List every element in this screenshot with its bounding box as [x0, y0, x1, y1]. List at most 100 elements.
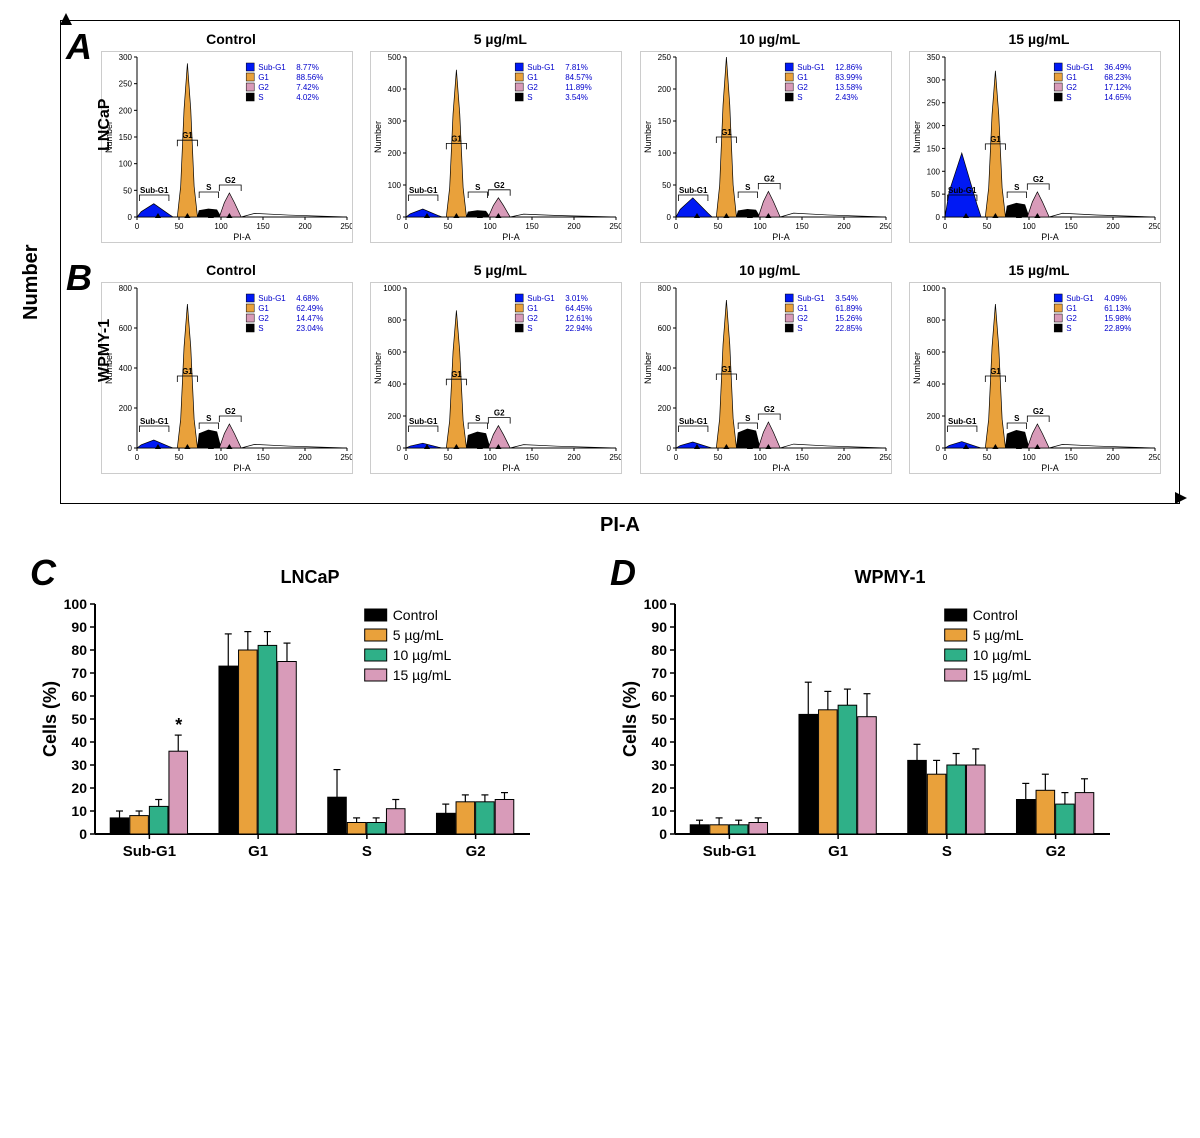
- svg-text:250: 250: [119, 80, 133, 89]
- svg-text:S: S: [528, 93, 533, 102]
- svg-text:7.42%: 7.42%: [296, 83, 319, 92]
- svg-text:PI-A: PI-A: [1041, 232, 1059, 242]
- svg-text:30: 30: [651, 757, 667, 773]
- svg-text:70: 70: [71, 665, 87, 681]
- svg-text:250: 250: [1148, 222, 1161, 231]
- svg-text:1000: 1000: [922, 284, 940, 293]
- panel-condition-title: Control: [101, 262, 361, 278]
- svg-text:G2: G2: [1066, 314, 1077, 323]
- svg-text:10 µg/mL: 10 µg/mL: [393, 647, 452, 663]
- svg-text:11.89%: 11.89%: [566, 83, 593, 92]
- svg-text:400: 400: [927, 380, 941, 389]
- svg-text:G1: G1: [990, 367, 1001, 376]
- flow-panel: 5 µg/mL02004006008001000050100150200250P…: [370, 262, 630, 479]
- svg-text:S: S: [1014, 414, 1020, 423]
- svg-text:250: 250: [1148, 453, 1161, 462]
- svg-text:100: 100: [753, 222, 767, 231]
- svg-text:1000: 1000: [384, 284, 402, 293]
- svg-text:100: 100: [644, 596, 668, 612]
- svg-text:4.02%: 4.02%: [296, 93, 319, 102]
- global-y-axis-label: Number: [20, 244, 43, 320]
- svg-text:800: 800: [657, 284, 671, 293]
- svg-text:Sub-G1: Sub-G1: [140, 417, 169, 426]
- svg-text:0: 0: [936, 444, 941, 453]
- svg-text:800: 800: [388, 316, 402, 325]
- svg-text:0: 0: [79, 826, 87, 842]
- panel-letter: D: [610, 552, 636, 594]
- svg-text:250: 250: [879, 222, 892, 231]
- svg-text:Sub-G1: Sub-G1: [409, 186, 438, 195]
- svg-text:100: 100: [214, 453, 228, 462]
- flow-panel: 10 µg/mL050100150200250050100150200250PI…: [640, 31, 900, 248]
- svg-text:350: 350: [927, 53, 941, 62]
- svg-text:83.99%: 83.99%: [835, 73, 862, 82]
- svg-text:22.94%: 22.94%: [566, 324, 593, 333]
- svg-text:Number: Number: [373, 352, 383, 384]
- svg-text:Number: Number: [643, 352, 653, 384]
- svg-text:7.81%: 7.81%: [566, 63, 589, 72]
- svg-text:Sub-G1: Sub-G1: [1066, 294, 1094, 303]
- svg-text:84.57%: 84.57%: [566, 73, 593, 82]
- svg-text:10: 10: [71, 803, 87, 819]
- svg-text:150: 150: [1064, 453, 1078, 462]
- svg-text:15.98%: 15.98%: [1104, 314, 1131, 323]
- svg-text:4.09%: 4.09%: [1104, 294, 1127, 303]
- svg-text:250: 250: [340, 453, 353, 462]
- svg-text:G2: G2: [258, 83, 269, 92]
- svg-text:S: S: [258, 324, 263, 333]
- svg-text:G2: G2: [1033, 407, 1044, 416]
- svg-text:Sub-G1: Sub-G1: [528, 63, 556, 72]
- svg-text:80: 80: [71, 642, 87, 658]
- svg-text:200: 200: [927, 412, 941, 421]
- svg-text:G1: G1: [797, 73, 808, 82]
- svg-text:150: 150: [795, 453, 809, 462]
- svg-text:64.45%: 64.45%: [566, 304, 593, 313]
- svg-text:G1: G1: [721, 365, 732, 374]
- svg-text:200: 200: [657, 85, 671, 94]
- svg-text:PI-A: PI-A: [233, 463, 251, 473]
- histogram-svg: 050100150200250300350050100150200250PI-A…: [909, 51, 1161, 243]
- svg-text:250: 250: [657, 53, 671, 62]
- svg-text:G1: G1: [451, 370, 462, 379]
- svg-text:G1: G1: [528, 73, 539, 82]
- svg-text:G2: G2: [494, 181, 505, 190]
- panel-letter: C: [30, 552, 56, 594]
- svg-text:0: 0: [943, 453, 948, 462]
- svg-text:G1: G1: [258, 73, 269, 82]
- svg-text:90: 90: [71, 619, 87, 635]
- svg-text:Sub-G1: Sub-G1: [948, 417, 977, 426]
- svg-text:80: 80: [651, 642, 667, 658]
- svg-text:Number: Number: [912, 121, 922, 153]
- svg-text:100: 100: [214, 222, 228, 231]
- histogram-svg: 0200400600800050100150200250PI-ANumberSu…: [101, 282, 353, 474]
- svg-text:400: 400: [388, 380, 402, 389]
- svg-text:0: 0: [673, 453, 678, 462]
- panel-condition-title: 10 µg/mL: [640, 262, 900, 278]
- svg-text:G1: G1: [1066, 73, 1077, 82]
- flow-panel: 15 µg/mL02004006008001000050100150200250…: [909, 262, 1169, 479]
- svg-text:70: 70: [651, 665, 667, 681]
- global-x-axis-label: PI-A: [60, 514, 1180, 537]
- svg-text:200: 200: [1106, 453, 1120, 462]
- svg-text:20: 20: [651, 780, 667, 796]
- svg-text:S: S: [258, 93, 263, 102]
- svg-text:G2: G2: [797, 314, 808, 323]
- svg-text:200: 200: [657, 404, 671, 413]
- svg-text:0: 0: [666, 444, 671, 453]
- svg-text:G2: G2: [258, 314, 269, 323]
- svg-text:PI-A: PI-A: [772, 232, 790, 242]
- histogram-svg: 0200400600800050100150200250PI-ANumberSu…: [640, 282, 892, 474]
- svg-text:0: 0: [397, 213, 402, 222]
- svg-text:8.77%: 8.77%: [296, 63, 319, 72]
- svg-text:G2: G2: [494, 409, 505, 418]
- svg-text:Number: Number: [912, 352, 922, 384]
- svg-text:PI-A: PI-A: [503, 463, 521, 473]
- histogram-svg: 0100200300400500050100150200250PI-ANumbe…: [370, 51, 622, 243]
- svg-text:400: 400: [119, 364, 133, 373]
- svg-text:10: 10: [651, 803, 667, 819]
- svg-text:50: 50: [651, 711, 667, 727]
- svg-text:150: 150: [795, 222, 809, 231]
- svg-text:250: 250: [610, 222, 623, 231]
- svg-text:Sub-G1: Sub-G1: [797, 294, 825, 303]
- svg-text:Sub-G1: Sub-G1: [679, 417, 708, 426]
